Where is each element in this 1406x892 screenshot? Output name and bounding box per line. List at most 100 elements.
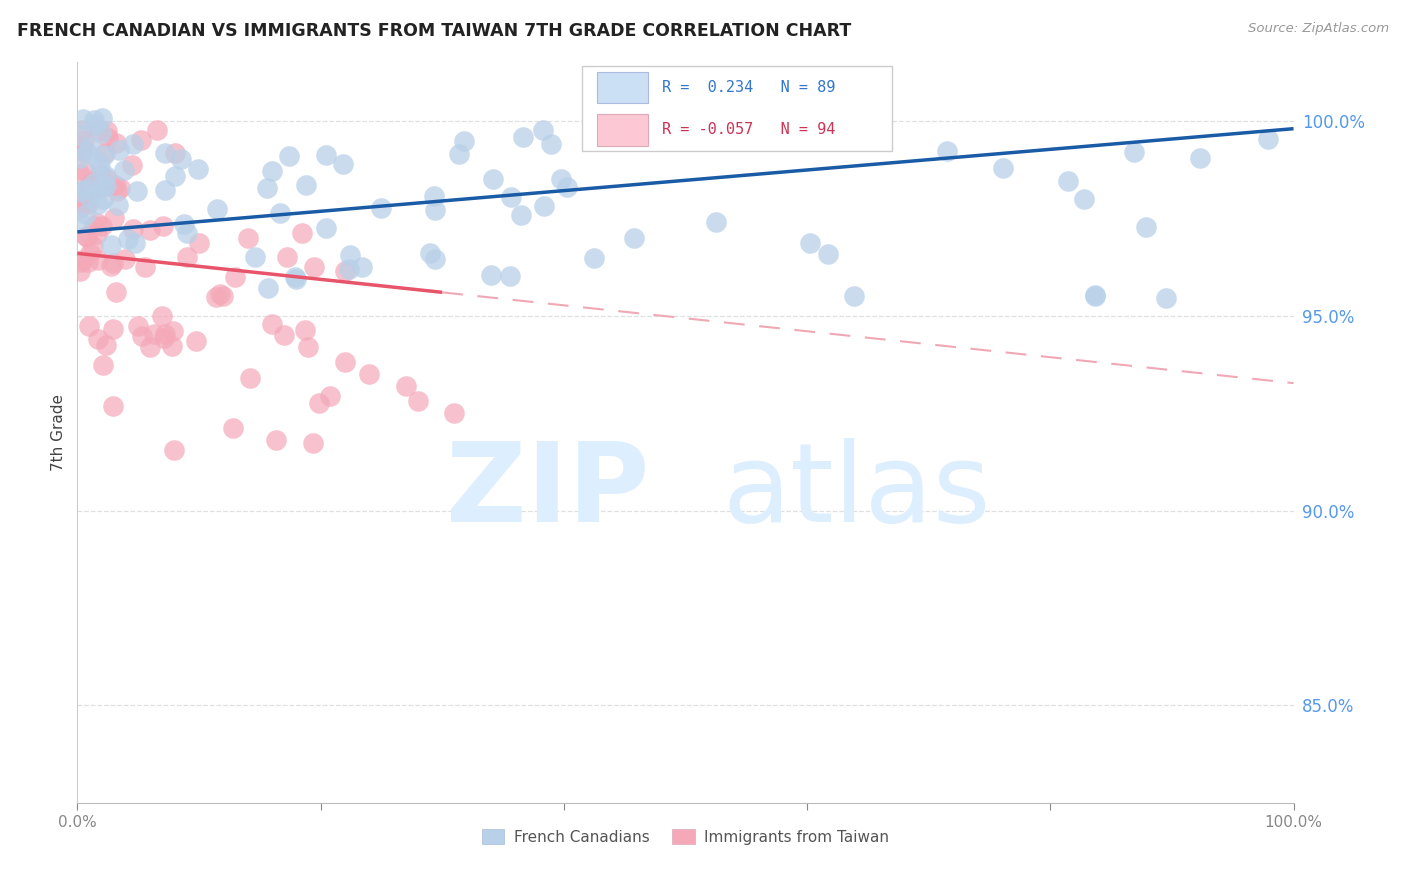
Point — [72, 112, 94, 126]
Point — [224, 269, 246, 284]
Point — [69, 184, 91, 198]
Point — [186, 334, 208, 348]
Point — [359, 367, 381, 381]
Point — [152, 309, 174, 323]
Point — [104, 178, 127, 192]
Point — [1154, 291, 1177, 305]
Point — [87, 332, 110, 346]
Point — [142, 326, 165, 341]
Point — [222, 421, 245, 435]
Point — [176, 250, 198, 264]
Point — [799, 236, 821, 251]
Point — [96, 169, 118, 183]
Point — [70, 254, 93, 268]
Point — [993, 161, 1015, 175]
Point — [69, 194, 91, 209]
Point — [501, 189, 523, 203]
Point — [69, 201, 91, 215]
Point — [69, 264, 91, 278]
Point — [121, 136, 143, 151]
Point — [96, 172, 118, 186]
Point — [121, 158, 143, 172]
Point — [276, 251, 298, 265]
Point — [256, 181, 278, 195]
Point — [423, 203, 446, 218]
Point — [236, 231, 259, 245]
Point — [82, 239, 104, 253]
Point — [91, 192, 114, 206]
Point — [77, 189, 100, 203]
Point — [117, 231, 139, 245]
Point — [302, 260, 325, 274]
Point — [124, 235, 146, 250]
Point — [297, 340, 319, 354]
Point — [423, 252, 446, 266]
Point — [447, 147, 470, 161]
Point — [285, 272, 308, 286]
Point — [91, 111, 114, 125]
Point — [187, 161, 209, 176]
Point — [83, 119, 105, 133]
Point — [90, 126, 112, 140]
Point — [294, 322, 316, 336]
Point — [163, 443, 186, 458]
Bar — [596, 114, 648, 145]
Point — [273, 328, 295, 343]
Point — [187, 236, 209, 251]
Point — [103, 211, 125, 226]
Point — [936, 144, 959, 158]
Point — [82, 175, 104, 189]
Point — [131, 329, 153, 343]
Point — [96, 124, 118, 138]
Point — [79, 246, 101, 260]
Point — [555, 179, 578, 194]
Point — [76, 197, 98, 211]
Point — [155, 326, 177, 341]
Point — [83, 176, 105, 190]
Point — [100, 259, 122, 273]
Point — [260, 317, 283, 331]
Point — [260, 163, 283, 178]
Point — [139, 223, 162, 237]
Point — [512, 130, 534, 145]
Point — [1084, 289, 1107, 303]
Point — [1084, 288, 1107, 302]
Point — [90, 181, 112, 195]
Point — [89, 154, 111, 169]
Point — [333, 355, 356, 369]
Point — [91, 358, 114, 372]
Point — [339, 248, 361, 262]
Point — [453, 134, 475, 148]
Point — [100, 238, 122, 252]
Point — [422, 188, 444, 202]
Point — [395, 379, 418, 393]
Point — [509, 208, 531, 222]
Point — [77, 319, 100, 334]
Point — [69, 152, 91, 166]
Point — [406, 394, 429, 409]
Point — [332, 157, 354, 171]
Point — [72, 141, 94, 155]
Point — [533, 199, 555, 213]
Point — [1135, 219, 1157, 234]
Point — [76, 145, 98, 159]
Point — [337, 261, 360, 276]
Point — [69, 128, 91, 142]
Point — [1122, 145, 1144, 159]
Point — [125, 184, 148, 198]
Point — [110, 181, 132, 195]
Point — [1057, 174, 1080, 188]
Bar — [596, 72, 648, 103]
Point — [104, 136, 127, 150]
Point — [333, 264, 356, 278]
Point — [498, 268, 520, 283]
Point — [153, 183, 176, 197]
Point — [550, 172, 572, 186]
Point — [86, 227, 108, 242]
Point — [239, 371, 262, 385]
Point — [103, 256, 125, 270]
Text: ZIP: ZIP — [446, 438, 650, 545]
Text: R =  0.234   N = 89: R = 0.234 N = 89 — [662, 80, 835, 95]
Point — [243, 250, 266, 264]
Text: FRENCH CANADIAN VS IMMIGRANTS FROM TAIWAN 7TH GRADE CORRELATION CHART: FRENCH CANADIAN VS IMMIGRANTS FROM TAIWA… — [17, 22, 851, 40]
